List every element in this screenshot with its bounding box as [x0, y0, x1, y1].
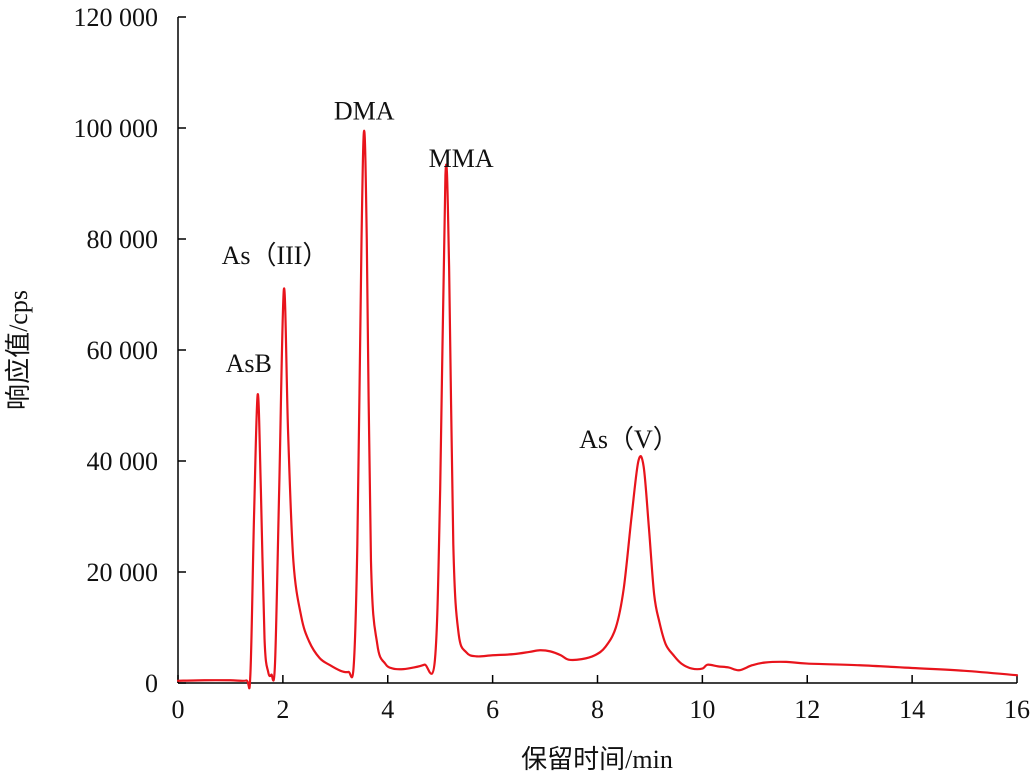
- series-layer: [176, 129, 1019, 690]
- peak-label: As（V）: [579, 425, 679, 454]
- peak-label: As（III）: [222, 241, 329, 270]
- x-tick-label: 4: [381, 695, 394, 724]
- x-tick-label: 10: [689, 695, 715, 724]
- x-tick-label: 0: [172, 695, 185, 724]
- x-axis-title: 保留时间/min: [521, 745, 673, 774]
- peak-labels: AsB As（III） DMA MMA As（V）: [222, 97, 679, 455]
- peak-label: DMA: [334, 97, 395, 126]
- y-tick-label: 80 000: [87, 225, 159, 254]
- axes: [177, 17, 1017, 684]
- y-tick-label: 120 000: [74, 3, 159, 32]
- x-ticks: 0 2 4 6 8 10 12 14 16: [172, 675, 1030, 724]
- chromatogram-line: [176, 129, 1019, 690]
- x-tick-label: 16: [1004, 695, 1030, 724]
- y-tick-label: 100 000: [74, 114, 159, 143]
- x-tick-label: 12: [794, 695, 820, 724]
- y-ticks: 0 20 000 40 000 60 000 80 000 100 000 120 000: [74, 3, 186, 698]
- y-tick-label: 20 000: [87, 558, 159, 587]
- x-tick-label: 2: [276, 695, 289, 724]
- x-tick-label: 6: [486, 695, 499, 724]
- y-tick-label: 60 000: [87, 336, 159, 365]
- peak-label: MMA: [429, 144, 494, 173]
- x-tick-label: 8: [591, 695, 604, 724]
- x-tick-label: 14: [899, 695, 925, 724]
- peak-label: AsB: [226, 349, 272, 378]
- y-tick-label: 40 000: [87, 447, 159, 476]
- y-axis-title: 响应值/cps: [4, 290, 33, 410]
- y-tick-label: 0: [145, 669, 158, 698]
